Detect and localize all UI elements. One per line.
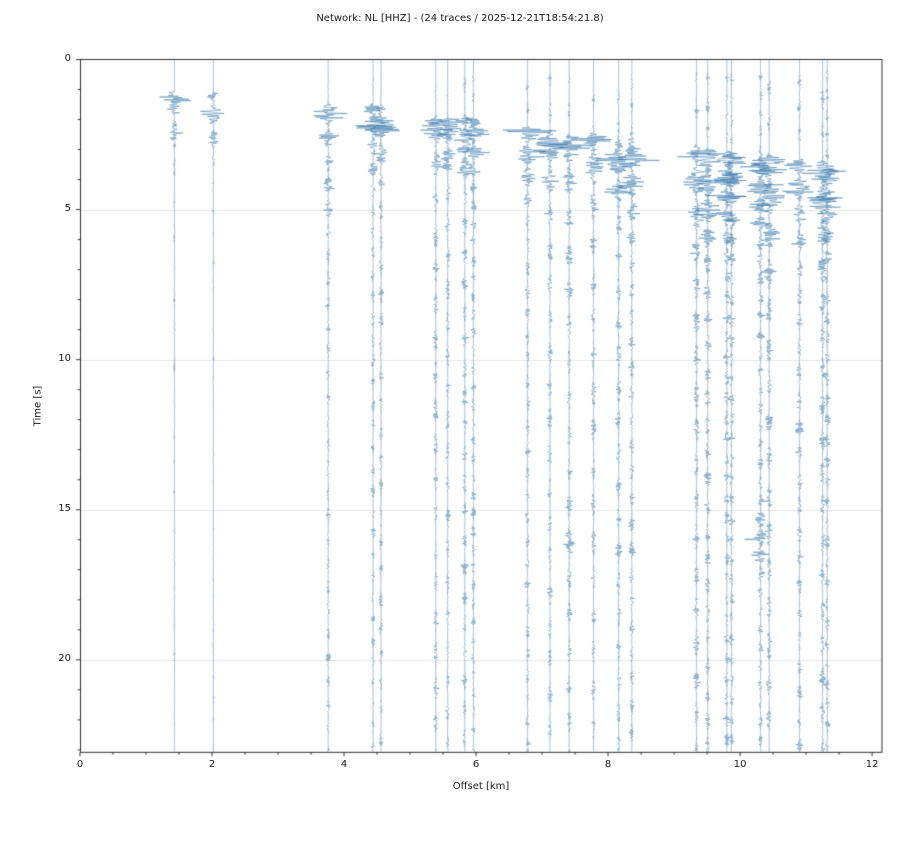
y-tick-label: 5 [64,202,71,214]
x-tick-label: 4 [340,759,348,770]
x-tick-label: 10 [733,759,747,770]
x-tick-label: 8 [604,759,612,770]
x-tick-label: 12 [865,759,879,770]
y-tick-label: 20 [58,652,71,664]
x-tick-label: 0 [76,759,84,770]
y-tick-label: 0 [64,52,71,64]
x-axis-label: Offset [km] [452,781,510,792]
x-tick-label: 2 [208,759,216,770]
y-tick-label: 15 [58,502,71,514]
y-tick-label: 10 [58,352,71,364]
x-tick-label: 6 [472,759,480,770]
y-axis-label: Time [s] [32,385,44,427]
